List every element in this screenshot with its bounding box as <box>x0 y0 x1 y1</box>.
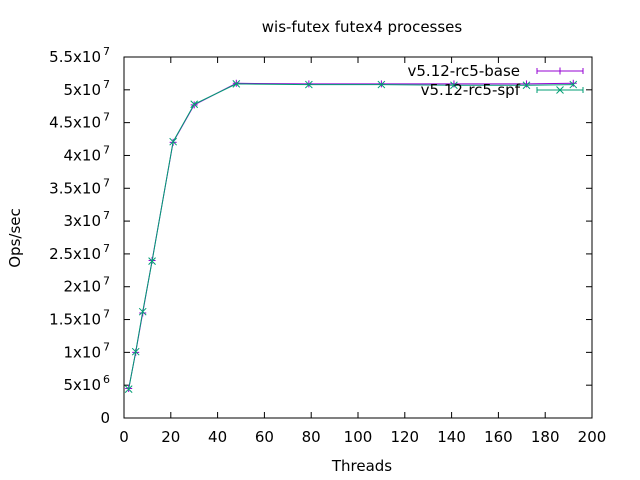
y-tick-label: 1.5x10 7 <box>49 308 110 329</box>
x-tick-label: 180 <box>531 428 560 446</box>
data-point-b <box>138 307 147 316</box>
x-tick-label: 140 <box>437 428 466 446</box>
y-tick-mantissa: 5x10 <box>63 376 101 394</box>
y-tick-label: 0 <box>100 409 110 427</box>
data-point-b <box>305 80 313 89</box>
data-point-b <box>377 80 386 89</box>
series-1 <box>125 79 577 392</box>
y-tick-exponent: 7 <box>103 143 110 156</box>
x-tick-label: 120 <box>390 428 419 446</box>
series-2 <box>124 80 578 393</box>
legend-marker-b <box>556 86 564 94</box>
data-point-b <box>169 137 177 146</box>
y-tick-exponent: 7 <box>103 45 110 58</box>
data-point-b <box>232 80 241 88</box>
series-group <box>124 79 578 393</box>
y-tick-mantissa: 5.5x10 <box>49 48 101 66</box>
data-point-b <box>148 257 156 265</box>
y-tick-exponent: 7 <box>103 242 110 255</box>
y-tick-label: 2.5x10 7 <box>49 242 110 263</box>
x-tick-label: 160 <box>484 428 513 446</box>
data-point-b <box>450 81 458 90</box>
y-tick-mantissa: 0 <box>100 409 110 427</box>
y-tick-label: 5x10 7 <box>63 78 110 99</box>
legend-label: v5.12-rc5-base <box>408 62 521 80</box>
x-tick-label: 0 <box>119 428 129 446</box>
y-tick-label: 5.5x10 7 <box>49 45 110 66</box>
y-tick-exponent: 7 <box>103 209 110 222</box>
y-tick-exponent: 6 <box>103 373 110 386</box>
y-tick-label: 4.5x10 7 <box>49 111 110 132</box>
y-tick-mantissa: 4x10 <box>63 146 101 164</box>
y-axis-label: Ops/sec <box>6 208 24 268</box>
y-tick-mantissa: 3x10 <box>63 212 101 230</box>
y-tick-mantissa: 1x10 <box>63 343 101 361</box>
y-tick-mantissa: 1.5x10 <box>49 311 101 329</box>
data-point-b <box>190 100 199 109</box>
y-tick-mantissa: 3.5x10 <box>49 179 101 197</box>
x-tick-label: 80 <box>302 428 321 446</box>
data-point-b <box>131 347 140 356</box>
legend-label: v5.12-rc5-spf <box>421 81 521 99</box>
y-tick-exponent: 7 <box>103 275 110 288</box>
series-line <box>128 82 574 389</box>
plot-border <box>123 56 593 419</box>
y-tick-label: 4x10 7 <box>63 143 110 164</box>
data-point-b <box>124 385 133 393</box>
y-tick-exponent: 7 <box>103 308 110 321</box>
x-tick-label: 60 <box>255 428 274 446</box>
x-tick-label: 100 <box>344 428 373 446</box>
x-axis-label: Threads <box>331 457 392 475</box>
chart-title: wis-futex futex4 processes <box>262 18 463 36</box>
y-tick-mantissa: 5x10 <box>63 81 101 99</box>
series-line <box>128 83 574 390</box>
data-point-b <box>522 81 531 90</box>
y-tick-mantissa: 2x10 <box>63 278 101 296</box>
y-tick-label: 5x10 6 <box>63 373 110 394</box>
x-tick-label: 200 <box>578 428 607 446</box>
y-tick-label: 2x10 7 <box>63 275 110 296</box>
y-tick-exponent: 7 <box>103 78 110 91</box>
y-tick-exponent: 7 <box>103 111 110 124</box>
y-tick-exponent: 7 <box>103 176 110 189</box>
data-point-b <box>569 80 578 89</box>
y-tick-mantissa: 2.5x10 <box>49 245 101 263</box>
y-tick-label: 3x10 7 <box>63 209 110 230</box>
y-tick-label: 1x10 7 <box>63 340 110 361</box>
y-tick-label: 3.5x10 7 <box>49 176 110 197</box>
y-tick-mantissa: 4.5x10 <box>49 114 101 132</box>
y-tick-exponent: 7 <box>103 340 110 353</box>
x-tick-label: 20 <box>161 428 180 446</box>
x-tick-label: 40 <box>208 428 227 446</box>
